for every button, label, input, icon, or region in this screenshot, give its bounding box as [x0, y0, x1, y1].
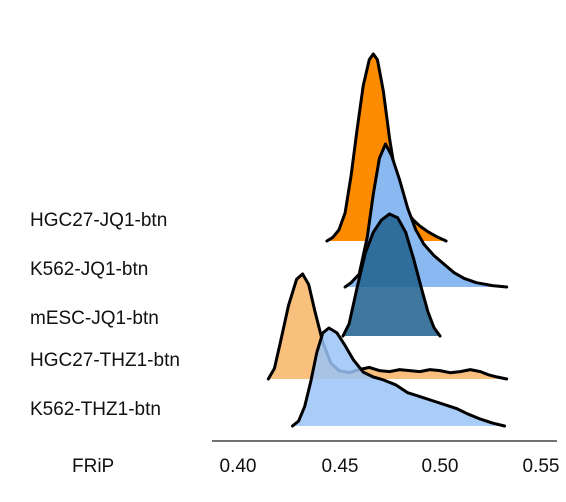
ridge-outline-5	[291, 326, 507, 428]
ridge-outline-2	[343, 142, 509, 289]
ridge-outline-1	[325, 52, 448, 243]
x-tick-label: 0.50	[421, 456, 459, 477]
ridge-outline-3	[341, 212, 442, 338]
row-label-mesc-jq1: mESC-JQ1-btn	[30, 308, 159, 329]
ridge-outline-4	[266, 272, 509, 381]
ridge-area-3	[343, 214, 440, 336]
ridge-area-5	[292, 328, 505, 426]
row-label-k562-thz1: K562-THZ1-btn	[30, 399, 161, 420]
ridge-area-4	[268, 274, 507, 379]
density-ridges	[266, 52, 509, 428]
x-tick-label: 0.55	[522, 456, 560, 477]
row-label-hgc27-thz1: HGC27-THZ1-btn	[30, 350, 180, 371]
x-axis-title: FRiP	[72, 456, 115, 477]
row-label-hgc27-jq1: HGC27-JQ1-btn	[30, 210, 168, 231]
x-tick-label: 0.40	[219, 456, 257, 477]
row-label-k562-jq1: K562-JQ1-btn	[30, 259, 149, 280]
x-tick-label: 0.45	[321, 456, 359, 477]
